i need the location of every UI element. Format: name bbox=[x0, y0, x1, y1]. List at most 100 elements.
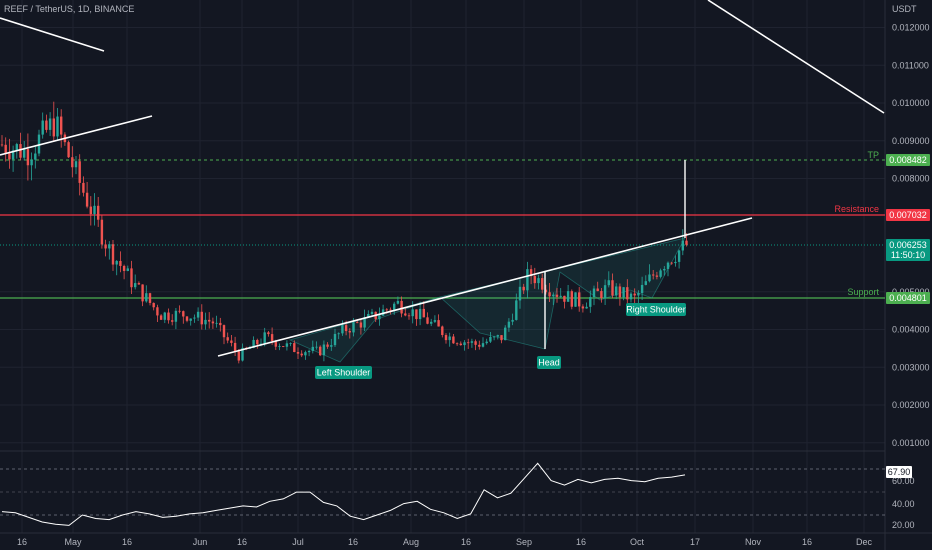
candle-body bbox=[578, 292, 581, 307]
candle-body bbox=[296, 352, 300, 354]
candle bbox=[618, 283, 622, 306]
candle-body bbox=[30, 159, 33, 166]
candle-body bbox=[141, 284, 144, 302]
candle bbox=[589, 290, 592, 313]
candle-body bbox=[633, 293, 636, 296]
candle-body bbox=[237, 351, 240, 361]
candle-body bbox=[97, 205, 100, 220]
candle-body bbox=[167, 312, 170, 321]
candles bbox=[0, 101, 688, 364]
candle bbox=[474, 339, 477, 351]
candle-body bbox=[211, 321, 215, 324]
left-shoulder-tag-bg bbox=[315, 366, 372, 379]
trendline-top-right[interactable] bbox=[707, 0, 885, 114]
candle-body bbox=[396, 300, 400, 304]
candle bbox=[396, 296, 400, 305]
candle-body bbox=[311, 346, 314, 351]
candle bbox=[256, 338, 259, 349]
candle-body bbox=[307, 350, 311, 353]
candle-body bbox=[670, 262, 673, 264]
candle-body bbox=[622, 287, 625, 298]
candle-body bbox=[48, 118, 52, 130]
price-tick-label: 0.008000 bbox=[892, 174, 930, 184]
candle bbox=[592, 285, 596, 306]
candle bbox=[296, 347, 300, 360]
candle bbox=[341, 320, 344, 336]
right-shoulder-tag[interactable]: Right Shoulder bbox=[626, 303, 686, 316]
candle bbox=[171, 314, 174, 326]
candle-body bbox=[60, 116, 63, 135]
candle bbox=[233, 336, 237, 357]
candle-body bbox=[159, 315, 163, 320]
candle bbox=[326, 342, 329, 349]
candle-body bbox=[426, 317, 429, 324]
candle-body bbox=[404, 313, 407, 316]
candle bbox=[167, 308, 170, 324]
candle bbox=[30, 152, 33, 181]
candle-body bbox=[178, 310, 181, 312]
candle bbox=[400, 296, 403, 318]
candle bbox=[666, 261, 670, 277]
candle bbox=[37, 129, 41, 157]
candle bbox=[559, 288, 562, 298]
trendline-left-neck[interactable] bbox=[0, 115, 153, 156]
candle bbox=[648, 264, 651, 283]
time-axis[interactable]: 16 May 16 Jun 16 Jul 16 Aug 16 Sep 16 Oct 17 Nov 16 Dec bbox=[17, 537, 873, 547]
candle-body bbox=[607, 280, 610, 286]
candle-body bbox=[381, 309, 385, 316]
candle-body bbox=[78, 161, 81, 183]
candle bbox=[4, 137, 7, 162]
candle-body bbox=[663, 268, 666, 271]
candle bbox=[56, 107, 59, 141]
candle bbox=[108, 241, 111, 260]
candle-body bbox=[407, 315, 411, 317]
resistance-price-tag-text: 0.007032 bbox=[889, 210, 927, 220]
candle bbox=[659, 268, 662, 279]
candle bbox=[23, 141, 26, 161]
candle bbox=[311, 340, 314, 354]
candle bbox=[208, 312, 211, 329]
candle-body bbox=[319, 346, 322, 356]
candle bbox=[8, 138, 11, 169]
trendline-top-left[interactable] bbox=[0, 17, 105, 52]
candle-body bbox=[659, 270, 662, 277]
candle bbox=[581, 304, 585, 313]
candle-body bbox=[378, 315, 381, 320]
left-shoulder-tag[interactable]: Left Shoulder bbox=[315, 366, 372, 379]
candle-body bbox=[215, 322, 218, 324]
neckline[interactable] bbox=[217, 217, 753, 357]
support-price-tag: 0.004801 bbox=[886, 292, 930, 304]
candle-body bbox=[507, 321, 511, 328]
candle bbox=[337, 332, 340, 340]
candle bbox=[681, 229, 684, 256]
price-axis[interactable]: 0.012000 0.011000 0.010000 0.009000 0.008000… bbox=[892, 23, 930, 448]
date-tick-label: Nov bbox=[745, 537, 762, 547]
candle bbox=[407, 312, 411, 320]
candle-body bbox=[89, 206, 92, 215]
candle bbox=[315, 341, 318, 350]
candle bbox=[141, 284, 144, 307]
candle bbox=[100, 215, 104, 249]
candle-body bbox=[219, 322, 222, 326]
candle-body bbox=[411, 309, 414, 317]
candle-body bbox=[422, 308, 425, 318]
candle bbox=[404, 308, 407, 317]
candle-body bbox=[496, 335, 499, 337]
candle-body bbox=[648, 274, 651, 282]
candle bbox=[71, 146, 74, 178]
candle bbox=[285, 340, 289, 351]
candle-body bbox=[518, 286, 522, 301]
right-shoulder-tag-text: Right Shoulder bbox=[626, 305, 686, 315]
current-price-tag-bg bbox=[886, 239, 930, 261]
candle-body bbox=[0, 144, 4, 146]
date-tick-label: 16 bbox=[576, 537, 586, 547]
candle bbox=[444, 333, 448, 344]
candle-body bbox=[11, 150, 15, 160]
candle-body bbox=[500, 335, 503, 341]
candle-body bbox=[481, 343, 485, 347]
head-tag[interactable]: Head bbox=[537, 356, 561, 369]
candle-body bbox=[285, 343, 289, 347]
candle bbox=[97, 197, 100, 227]
candle-body bbox=[478, 344, 481, 347]
